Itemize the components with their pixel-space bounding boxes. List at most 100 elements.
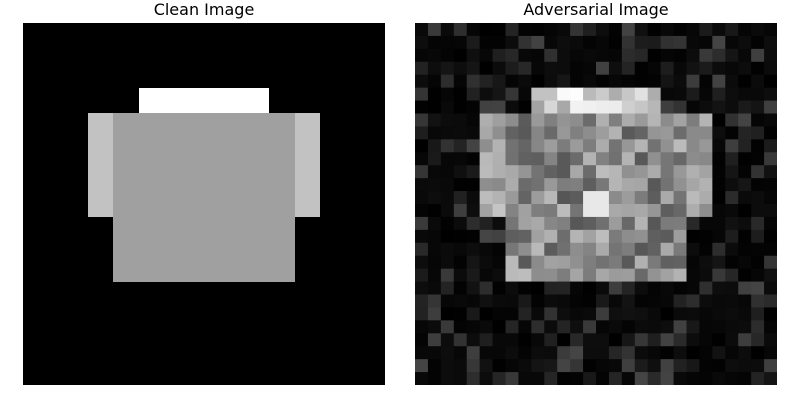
adversarial-pixel bbox=[415, 204, 429, 218]
adversarial-pixel bbox=[621, 229, 636, 244]
adversarial-pixel bbox=[751, 113, 765, 128]
adversarial-pixel bbox=[570, 61, 584, 76]
adversarial-pixel bbox=[673, 307, 688, 321]
adversarial-pixel bbox=[505, 268, 520, 283]
adversarial-pixel bbox=[518, 255, 532, 270]
adversarial-pixel bbox=[544, 87, 558, 102]
adversarial-pixel bbox=[466, 74, 481, 89]
adversarial-pixel bbox=[738, 242, 752, 257]
adversarial-pixel bbox=[570, 126, 584, 140]
adversarial-pixel bbox=[699, 191, 713, 205]
adversarial-pixel bbox=[596, 165, 610, 179]
adversarial-pixel bbox=[712, 61, 726, 76]
adversarial-pixel bbox=[557, 204, 571, 218]
adversarial-pixel bbox=[621, 320, 636, 334]
adversarial-pixel bbox=[415, 126, 429, 140]
adversarial-pixel bbox=[479, 216, 494, 231]
adversarial-pixel bbox=[466, 229, 481, 244]
adversarial-pixel bbox=[738, 255, 752, 270]
adversarial-pixel bbox=[427, 307, 442, 321]
adversarial-pixel bbox=[531, 346, 545, 360]
adversarial-pixel bbox=[479, 87, 494, 102]
adversarial-pixel bbox=[427, 216, 442, 231]
adversarial-pixel bbox=[518, 294, 532, 309]
adversarial-pixel bbox=[686, 74, 701, 89]
adversarial-pixel bbox=[725, 307, 739, 321]
adversarial-pixel bbox=[712, 281, 726, 296]
adversarial-pixel bbox=[427, 139, 442, 153]
adversarial-pixel bbox=[492, 23, 507, 37]
adversarial-pixel bbox=[647, 242, 662, 257]
adversarial-pixel bbox=[673, 191, 688, 205]
adversarial-pixel bbox=[764, 333, 777, 347]
adversarial-pixel bbox=[712, 178, 726, 192]
adversarial-pixel bbox=[427, 165, 442, 179]
adversarial-pixel bbox=[570, 268, 584, 283]
adversarial-pixel bbox=[466, 216, 481, 231]
adversarial-pixel bbox=[660, 307, 675, 321]
adversarial-pixel bbox=[634, 333, 649, 347]
adversarial-pixel bbox=[621, 139, 636, 153]
adversarial-pixel bbox=[583, 165, 597, 179]
adversarial-pixel bbox=[544, 307, 558, 321]
adversarial-pixel bbox=[440, 48, 455, 63]
clean-image bbox=[23, 23, 385, 385]
adversarial-pixel bbox=[492, 113, 507, 128]
adversarial-pixel bbox=[608, 61, 623, 76]
adversarial-pixel bbox=[738, 165, 752, 179]
adversarial-pixel bbox=[660, 152, 675, 166]
adversarial-pixel bbox=[660, 255, 675, 270]
adversarial-pixel bbox=[570, 152, 584, 166]
adversarial-pixel bbox=[570, 281, 584, 296]
adversarial-pixel bbox=[660, 165, 675, 179]
adversarial-pixel bbox=[544, 139, 558, 153]
adversarial-pixel bbox=[531, 100, 545, 115]
adversarial-pixel bbox=[531, 281, 545, 296]
adversarial-pixel bbox=[699, 333, 713, 347]
adversarial-pixel bbox=[712, 113, 726, 128]
adversarial-pixel bbox=[596, 346, 610, 360]
adversarial-pixel bbox=[492, 152, 507, 166]
adversarial-pixel bbox=[608, 294, 623, 309]
adversarial-pixel bbox=[492, 126, 507, 140]
adversarial-pixel bbox=[518, 126, 532, 140]
adversarial-pixel bbox=[492, 242, 507, 257]
adversarial-pixel bbox=[415, 87, 429, 102]
adversarial-pixel bbox=[673, 35, 688, 50]
adversarial-pixel bbox=[415, 229, 429, 244]
adversarial-pixel bbox=[751, 320, 765, 334]
adversarial-pixel bbox=[427, 281, 442, 296]
adversarial-pixel bbox=[531, 307, 545, 321]
adversarial-pixel bbox=[531, 23, 545, 37]
adversarial-pixel bbox=[492, 281, 507, 296]
adversarial-pixel bbox=[660, 74, 675, 89]
adversarial-pixel bbox=[583, 268, 597, 283]
adversarial-pixel bbox=[634, 139, 649, 153]
adversarial-pixel bbox=[660, 242, 675, 257]
adversarial-pixel bbox=[492, 87, 507, 102]
adversarial-pixel bbox=[570, 48, 584, 63]
adversarial-pixel bbox=[492, 216, 507, 231]
adversarial-pixel bbox=[647, 268, 662, 283]
adversarial-pixel bbox=[544, 204, 558, 218]
adversarial-pixel bbox=[505, 242, 520, 257]
adversarial-pixel bbox=[699, 255, 713, 270]
adversarial-pixel bbox=[427, 23, 442, 37]
adversarial-pixel bbox=[440, 307, 455, 321]
adversarial-pixel bbox=[686, 294, 701, 309]
adversarial-pixel bbox=[725, 268, 739, 283]
adversarial-pixel bbox=[647, 178, 662, 192]
adversarial-pixel bbox=[660, 178, 675, 192]
adversarial-pixel bbox=[479, 126, 494, 140]
adversarial-pixel bbox=[570, 320, 584, 334]
adversarial-pixel bbox=[570, 204, 584, 218]
adversarial-pixel bbox=[466, 294, 481, 309]
adversarial-pixel bbox=[647, 113, 662, 128]
adversarial-pixel bbox=[725, 191, 739, 205]
adversarial-pixel bbox=[596, 204, 610, 218]
adversarial-image-title: Adversarial Image bbox=[523, 0, 669, 19]
adversarial-pixel bbox=[725, 255, 739, 270]
adversarial-pixel bbox=[531, 372, 545, 385]
adversarial-pixel bbox=[505, 204, 520, 218]
adversarial-pixel bbox=[699, 229, 713, 244]
